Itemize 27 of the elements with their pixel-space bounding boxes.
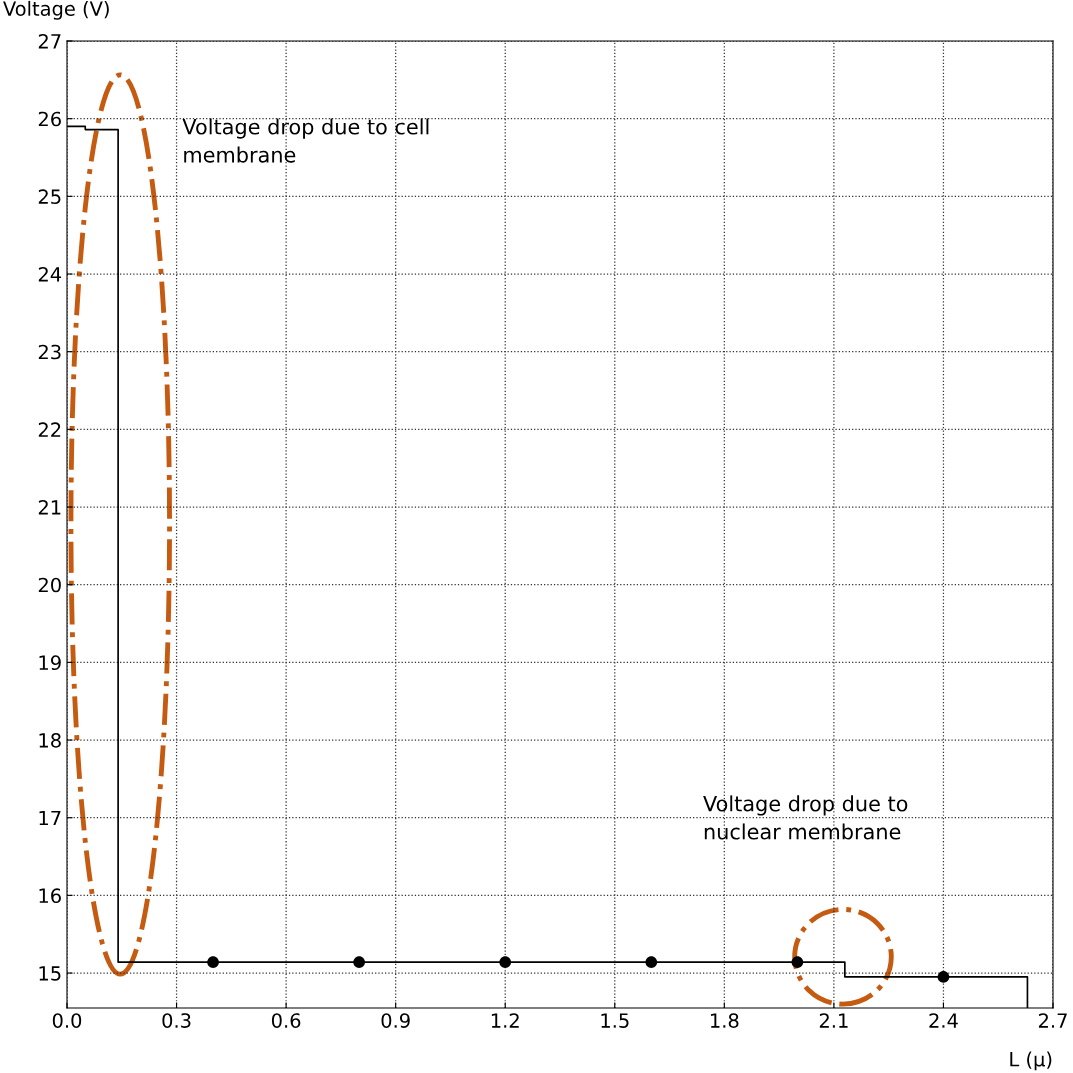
x-axis-title: L (μ) (1010, 1051, 1052, 1071)
y-tick-label: 16 (39, 888, 61, 904)
y-tick-label: 19 (39, 655, 61, 671)
y-tick-label: 24 (38, 266, 62, 282)
x-tick-label: 2.4 (929, 1013, 958, 1028)
y-tick-label: 27 (38, 33, 61, 49)
x-tick-label: 2.1 (819, 1013, 848, 1028)
x-tick-label: 0.3 (162, 1013, 191, 1028)
x-tick-label: 0.0 (52, 1013, 82, 1028)
y-axis-title: Voltage (V) (3, 0, 109, 20)
x-tick-label: 0.9 (381, 1013, 410, 1028)
x-tick-label: 1.5 (601, 1013, 629, 1028)
annotation: Voltage drop due to nuclear membrane (703, 795, 908, 840)
y-tick-label: 25 (38, 189, 61, 205)
annotation: Voltage drop due to cell membrane (182, 118, 429, 163)
y-tick-label: 26 (38, 111, 61, 127)
y-tick-label: 18 (39, 732, 61, 748)
x-tick-label: 0.6 (271, 1013, 301, 1028)
x-tick-label: 1.2 (491, 1013, 519, 1028)
y-tick-label: 15 (39, 966, 61, 981)
y-tick-label: 22 (38, 422, 61, 437)
x-tick-label: 2.7 (1038, 1013, 1067, 1028)
y-tick-label: 21 (38, 499, 61, 515)
y-tick-label: 23 (38, 344, 61, 360)
x-tick-label: 1.8 (711, 1013, 739, 1028)
y-tick-label: 17 (39, 810, 61, 826)
y-tick-label: 20 (38, 577, 61, 593)
